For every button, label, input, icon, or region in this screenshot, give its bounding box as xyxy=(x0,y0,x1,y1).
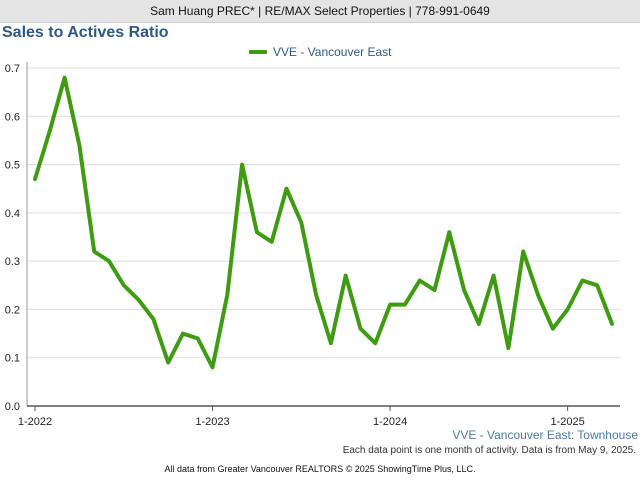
y-tick-label: 0.2 xyxy=(5,304,20,316)
data-point xyxy=(492,274,496,278)
attribution-footer: All data from Greater Vancouver REALTORS… xyxy=(164,464,476,474)
x-tick-label: 1-2022 xyxy=(18,416,52,428)
data-point xyxy=(240,163,244,167)
y-tick-label: 0.0 xyxy=(5,401,20,413)
data-point xyxy=(521,249,525,253)
data-point xyxy=(610,322,614,326)
data-point xyxy=(388,303,392,307)
data-point xyxy=(551,327,555,331)
x-tick-label: 1-2025 xyxy=(550,416,584,428)
data-point xyxy=(418,278,422,282)
data-point xyxy=(462,288,466,292)
data-point xyxy=(122,283,126,287)
data-point xyxy=(299,221,303,225)
data-point xyxy=(285,187,289,191)
data-point xyxy=(403,303,407,307)
data-point xyxy=(506,346,510,350)
data-point xyxy=(595,283,599,287)
x-tick-label: 1-2024 xyxy=(373,416,407,428)
data-point xyxy=(344,274,348,278)
data-point xyxy=(77,143,81,147)
data-point xyxy=(181,332,185,336)
chart-subtitle: VVE - Vancouver East: Townhouse xyxy=(452,428,638,442)
data-point xyxy=(33,177,37,181)
data-point xyxy=(107,259,111,263)
y-tick-label: 0.6 xyxy=(5,111,20,123)
data-point xyxy=(255,230,259,234)
chart-title: Sales to Actives Ratio xyxy=(2,24,169,41)
series-line-0 xyxy=(33,75,614,370)
agent-header-bar: Sam Huang PREC* | RE/MAX Select Properti… xyxy=(0,0,640,23)
data-point xyxy=(373,341,377,345)
y-tick-label: 0.4 xyxy=(5,208,20,220)
data-point xyxy=(358,327,362,331)
data-point xyxy=(447,230,451,234)
data-point xyxy=(151,317,155,321)
data-point xyxy=(580,278,584,282)
chart-legend: VVE - Vancouver East xyxy=(249,45,392,59)
data-point xyxy=(48,129,52,133)
data-point xyxy=(314,293,318,297)
data-note: Each data point is one month of activity… xyxy=(342,445,636,456)
data-point xyxy=(92,249,96,253)
data-point xyxy=(270,240,274,244)
data-point xyxy=(536,293,540,297)
y-tick-label: 0.5 xyxy=(5,160,20,172)
legend-swatch xyxy=(249,50,267,54)
x-tick-label: 1-2023 xyxy=(195,416,229,428)
data-point xyxy=(137,298,141,302)
data-point xyxy=(211,365,215,369)
data-point xyxy=(432,288,436,292)
data-point xyxy=(196,336,200,340)
legend-label: VVE - Vancouver East xyxy=(273,45,392,59)
agent-contact-text: Sam Huang PREC* | RE/MAX Select Properti… xyxy=(150,4,490,18)
y-tick-label: 0.3 xyxy=(5,256,20,268)
data-point xyxy=(63,76,67,80)
data-point xyxy=(477,322,481,326)
y-tick-label: 0.1 xyxy=(5,353,20,365)
data-point xyxy=(225,293,229,297)
data-point xyxy=(329,341,333,345)
data-point xyxy=(566,307,570,311)
y-tick-label: 0.7 xyxy=(5,63,20,75)
data-point xyxy=(166,361,170,365)
